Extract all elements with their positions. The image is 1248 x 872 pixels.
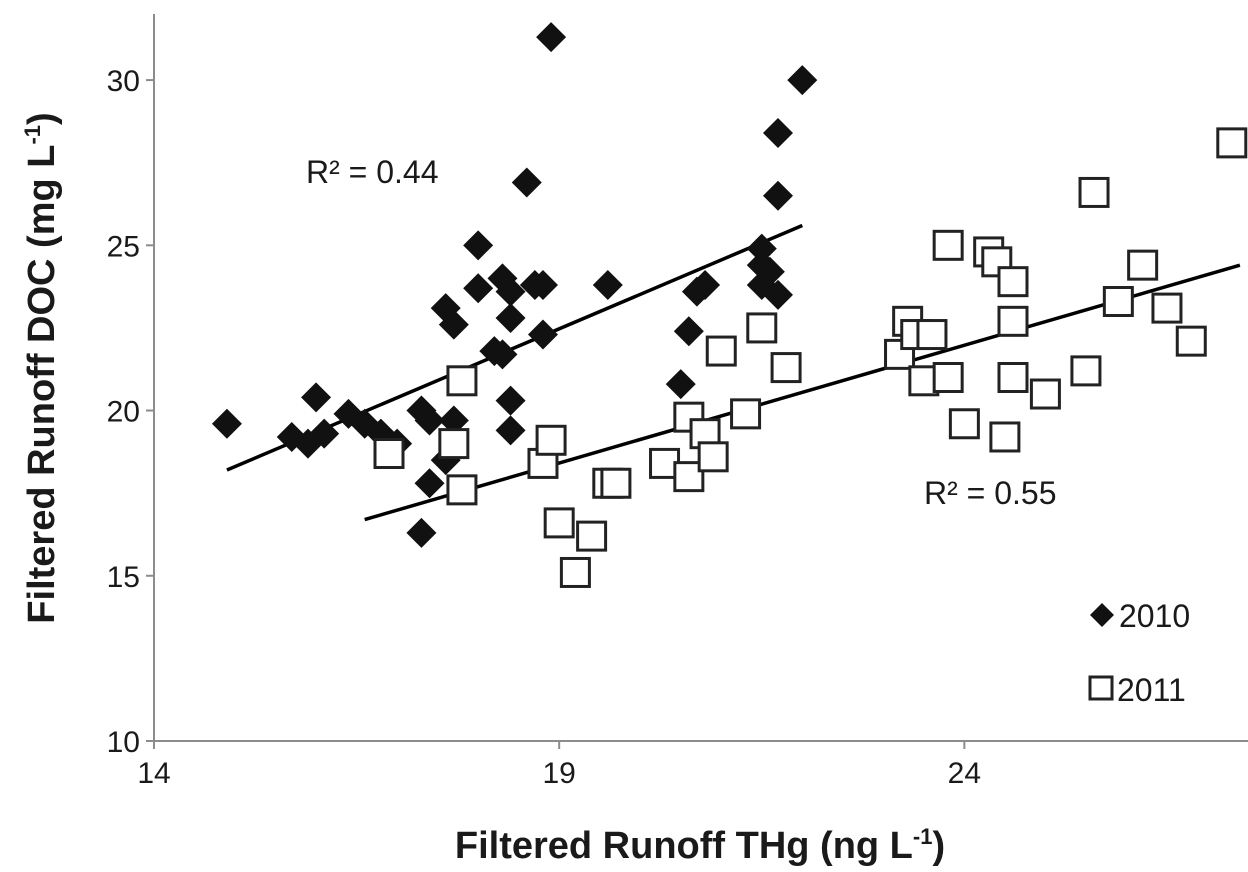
point-2011 bbox=[446, 474, 478, 506]
point-2010 bbox=[527, 269, 558, 300]
point-2011 bbox=[438, 428, 470, 460]
point-2011 bbox=[1151, 292, 1183, 324]
point-2011 bbox=[997, 305, 1029, 337]
point-2011 bbox=[948, 408, 980, 440]
point-2011 bbox=[373, 438, 405, 470]
point-2010 bbox=[690, 269, 721, 300]
point-2011 bbox=[997, 266, 1029, 298]
y-axis-title-superscript: -1 bbox=[20, 125, 45, 145]
point-2011 bbox=[997, 362, 1029, 393]
point-2010 bbox=[536, 22, 567, 53]
point-2011 bbox=[600, 467, 632, 499]
point-2010 bbox=[592, 269, 623, 300]
y-axis-title: Filtered Runoff DOC (mg L-1) bbox=[20, 112, 63, 623]
point-2010 bbox=[746, 233, 777, 264]
y-axis-title-text: Filtered Runoff DOC (mg L bbox=[21, 145, 63, 624]
point-2010 bbox=[762, 279, 793, 310]
point-2011 bbox=[697, 441, 729, 473]
point-2011 bbox=[932, 229, 964, 261]
x-tick-label: 19 bbox=[542, 757, 575, 790]
y-tick-label: 25 bbox=[107, 230, 140, 263]
r-squared-2011-annotation: R² = 0.55 bbox=[924, 475, 1057, 511]
point-2011 bbox=[446, 365, 478, 397]
point-2010 bbox=[762, 180, 793, 211]
y-tick-label: 15 bbox=[107, 561, 140, 594]
point-2011 bbox=[576, 520, 608, 552]
trendline-2011 bbox=[364, 263, 1241, 522]
point-2011 bbox=[705, 335, 737, 367]
point-2010 bbox=[487, 339, 518, 370]
point-2011 bbox=[1175, 325, 1207, 357]
point-2011 bbox=[989, 421, 1021, 453]
point-2010 bbox=[463, 273, 494, 304]
point-2011 bbox=[535, 424, 567, 456]
point-2010 bbox=[438, 405, 469, 436]
point-2011 bbox=[746, 312, 778, 344]
legend-2010-marker bbox=[1090, 603, 1114, 627]
x-axis-ticks: 14 19 24 bbox=[137, 741, 981, 790]
point-2010 bbox=[414, 468, 445, 499]
point-2010 bbox=[463, 230, 494, 261]
point-2010 bbox=[487, 263, 518, 294]
point-2011 bbox=[730, 398, 762, 430]
series-2011-points bbox=[373, 127, 1248, 588]
x-axis-title-superscript: -1 bbox=[913, 824, 933, 849]
point-2011 bbox=[1127, 249, 1159, 281]
point-2010 bbox=[406, 517, 437, 548]
x-axis-title: Filtered Runoff THg (ng L-1) bbox=[455, 824, 945, 867]
point-2011 bbox=[1078, 176, 1110, 208]
point-2010 bbox=[673, 316, 704, 347]
point-2010 bbox=[301, 382, 332, 413]
r-squared-2010-annotation: R² = 0.44 bbox=[306, 154, 439, 190]
point-2010 bbox=[511, 167, 542, 198]
point-2010 bbox=[495, 385, 526, 416]
y-axis-ticks: 10 15 20 25 30 bbox=[107, 65, 154, 759]
point-2010 bbox=[211, 408, 242, 439]
x-tick-label: 14 bbox=[137, 757, 170, 790]
legend-2010-label: 2010 bbox=[1119, 598, 1190, 634]
point-2010 bbox=[527, 319, 558, 350]
point-2010 bbox=[665, 369, 696, 400]
point-2010 bbox=[414, 405, 445, 436]
point-2010 bbox=[438, 309, 469, 340]
legend: 2010 2011 bbox=[1088, 598, 1190, 708]
series-2010-points bbox=[211, 22, 818, 548]
point-2011 bbox=[1070, 355, 1102, 387]
point-2011 bbox=[1102, 285, 1134, 317]
y-tick-label: 30 bbox=[107, 65, 140, 98]
point-2010 bbox=[495, 415, 526, 446]
point-2010 bbox=[309, 418, 340, 449]
point-2011 bbox=[543, 507, 575, 539]
legend-2011-label: 2011 bbox=[1117, 672, 1186, 708]
point-2011 bbox=[1029, 378, 1061, 410]
y-axis-title-tail: ) bbox=[21, 112, 63, 125]
y-tick-label: 20 bbox=[107, 396, 140, 429]
point-2011 bbox=[559, 556, 591, 588]
point-2010 bbox=[762, 117, 793, 148]
x-axis-title-text: Filtered Runoff THg (ng L bbox=[455, 825, 913, 867]
point-2011 bbox=[916, 319, 948, 351]
point-2011 bbox=[932, 362, 964, 393]
point-2011 bbox=[1216, 127, 1248, 159]
point-2011 bbox=[770, 352, 802, 384]
x-axis-title-tail: ) bbox=[932, 825, 945, 867]
y-tick-label: 10 bbox=[107, 726, 140, 759]
plot-area bbox=[153, 14, 1248, 742]
legend-2011-marker bbox=[1088, 675, 1114, 701]
point-2010 bbox=[495, 276, 526, 307]
point-2010 bbox=[495, 303, 526, 334]
point-2010 bbox=[787, 65, 818, 96]
x-tick-label: 24 bbox=[948, 757, 981, 790]
point-2010 bbox=[754, 256, 785, 287]
